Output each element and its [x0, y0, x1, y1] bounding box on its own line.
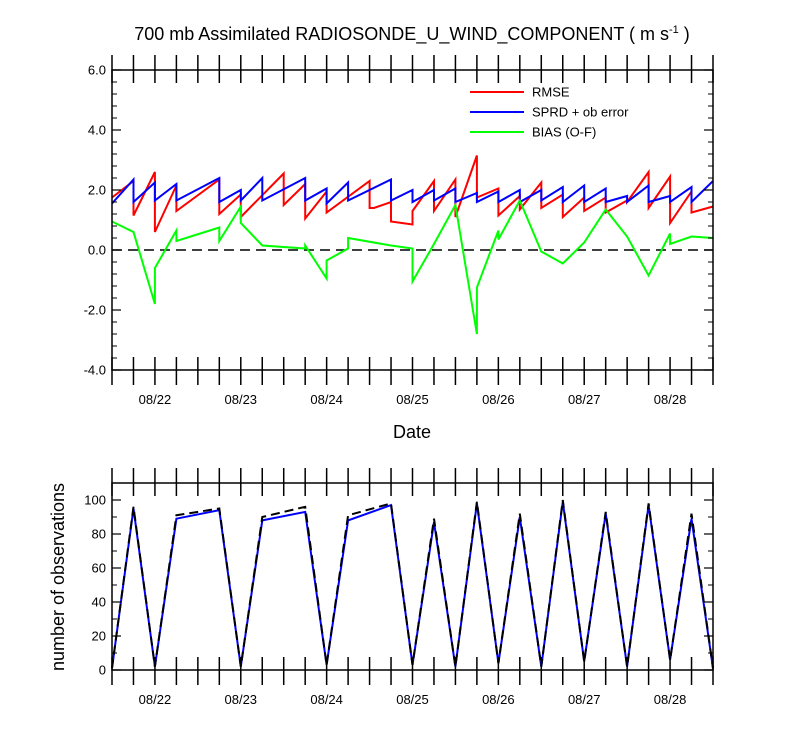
x-date-label: 08/25 [396, 692, 429, 707]
legend: RMSE SPRD + ob error BIAS (O-F) [470, 85, 629, 140]
count-series-group [111, 499, 714, 669]
y-tick-label: 100 [84, 493, 106, 508]
legend-label: RMSE [532, 85, 570, 100]
y-axis-title-observations: number of observations [48, 483, 68, 671]
y-tick-label: 4.0 [88, 123, 106, 138]
x-date-label: 08/27 [568, 692, 601, 707]
x-date-label: 08/26 [482, 692, 515, 707]
y-tick-label: 60 [92, 561, 106, 576]
legend-label: SPRD + ob error [532, 105, 629, 120]
chart-title: 700 mb Assimilated RADIOSONDE_U_WIND_COM… [134, 24, 690, 45]
x-date-label: 08/27 [568, 392, 601, 407]
series-bias-o-f-line [111, 198, 714, 335]
y-tick-label: 6.0 [88, 63, 106, 78]
y-tick-label: 20 [92, 629, 106, 644]
y-tick-label: 0 [99, 663, 106, 678]
x-date-label: 08/28 [654, 392, 687, 407]
error-ticks-group: -4.0 -2.0 0.0 2.0 4.0 6.0 08/22 08/23 08/24 08/25… [84, 55, 714, 407]
x-date-label: 08/22 [139, 692, 172, 707]
count-plot-frame [111, 482, 714, 671]
series-sprd-ob-error-line [111, 175, 714, 206]
x-date-label: 08/28 [654, 692, 687, 707]
y-tick-label: -4.0 [84, 363, 106, 378]
series-assimilated-line [111, 501, 714, 669]
x-date-label: 08/23 [225, 692, 258, 707]
y-tick-label: 0.0 [88, 243, 106, 258]
legend-label: BIAS (O-F) [532, 125, 596, 140]
chart-title-superscript: -1 [669, 24, 679, 36]
x-date-label: 08/24 [310, 692, 343, 707]
observation-count-chart: 0 20 40 60 80 100 08/22 08/23 08/24 08/25 08/26 08/… [84, 468, 714, 707]
series-rmse-line [111, 155, 714, 233]
y-tick-label: 80 [92, 527, 106, 542]
error-plot-frame [111, 69, 714, 371]
x-date-label: 08/25 [396, 392, 429, 407]
x-date-label: 08/24 [310, 392, 343, 407]
series-possible-line [111, 499, 714, 669]
error-series-group [111, 155, 714, 335]
y-tick-label: -2.0 [84, 303, 106, 318]
chart-title-end: ) [679, 24, 690, 44]
y-tick-label: 2.0 [88, 183, 106, 198]
count-ticks-group: 0 20 40 60 80 100 08/22 08/23 08/24 08/25 08/26 08/… [84, 468, 714, 707]
error-chart: -4.0 -2.0 0.0 2.0 4.0 6.0 08/22 08/23 08/24 08/25… [84, 55, 714, 407]
x-date-label: 08/22 [139, 392, 172, 407]
chart-title-main: 700 mb Assimilated RADIOSONDE_U_WIND_COM… [134, 24, 669, 45]
x-date-label: 08/26 [482, 392, 515, 407]
y-tick-label: 40 [92, 595, 106, 610]
x-axis-title: Date [393, 422, 431, 442]
x-date-label: 08/23 [225, 392, 258, 407]
